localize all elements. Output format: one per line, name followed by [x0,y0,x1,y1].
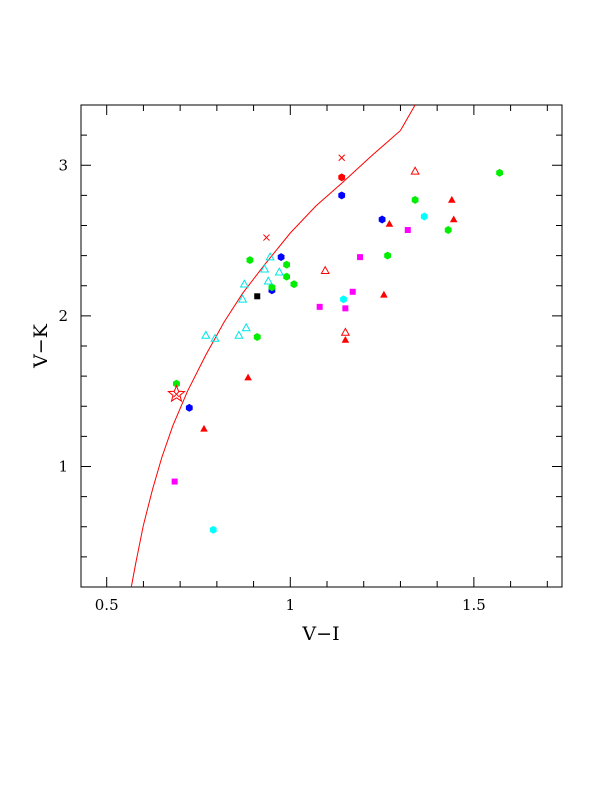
data-point [277,253,285,262]
data-point [411,195,419,204]
data-point [338,191,346,200]
data-point [185,403,193,412]
data-points [167,154,504,534]
y-axis-label: V−K [30,323,52,369]
data-point [173,379,180,388]
data-point [241,322,251,332]
data-point [496,168,504,177]
data-point [171,478,178,485]
curve-cross-marker [173,390,180,398]
axis-ticks: 0.5 1 1.5 1 2 3 [58,104,562,614]
data-point [341,335,350,343]
data-point [338,173,346,182]
y-tick-label: 3 [58,156,68,174]
data-point [283,260,291,269]
x-tick-label: 0.5 [95,596,119,614]
data-point [200,424,208,432]
data-point [342,305,349,312]
data-point [201,330,211,339]
data-point [349,288,356,295]
star-marker [167,384,186,403]
x-tick-label: 1 [286,596,296,614]
curve-cross-marker [263,234,270,241]
data-point [448,195,456,203]
x-tick-label: 1.5 [462,596,486,614]
plot-frame [80,104,563,588]
data-point [209,525,217,534]
data-point [259,264,270,273]
data-point [234,330,244,339]
data-point [290,280,298,289]
data-point [340,327,351,336]
data-point [340,295,347,304]
data-point [246,256,254,265]
data-point [283,272,291,281]
data-point [410,166,420,175]
data-point [210,333,220,342]
data-point [384,251,392,260]
data-point [244,373,252,381]
curve-layer [130,105,416,587]
x-axis-label: V−I [301,623,339,645]
data-point [444,226,452,234]
data-point [420,212,428,221]
axis-labels: V−I V−K [30,323,340,645]
data-point [237,294,248,303]
data-point [380,290,388,298]
data-point [378,215,386,224]
data-point [320,265,330,274]
reference-curve [130,105,416,587]
data-point [253,333,261,341]
data-point [239,279,250,288]
data-point [274,267,284,276]
data-point [263,276,273,285]
data-point [357,254,364,261]
curve-cross-marker [338,154,346,162]
data-point [316,303,323,310]
data-point [449,215,458,223]
data-point [254,293,261,300]
data-point [404,227,411,234]
data-point [268,283,276,292]
data-point [385,219,394,227]
y-tick-label: 2 [58,307,68,325]
y-tick-label: 1 [58,458,68,476]
data-point [265,252,275,261]
